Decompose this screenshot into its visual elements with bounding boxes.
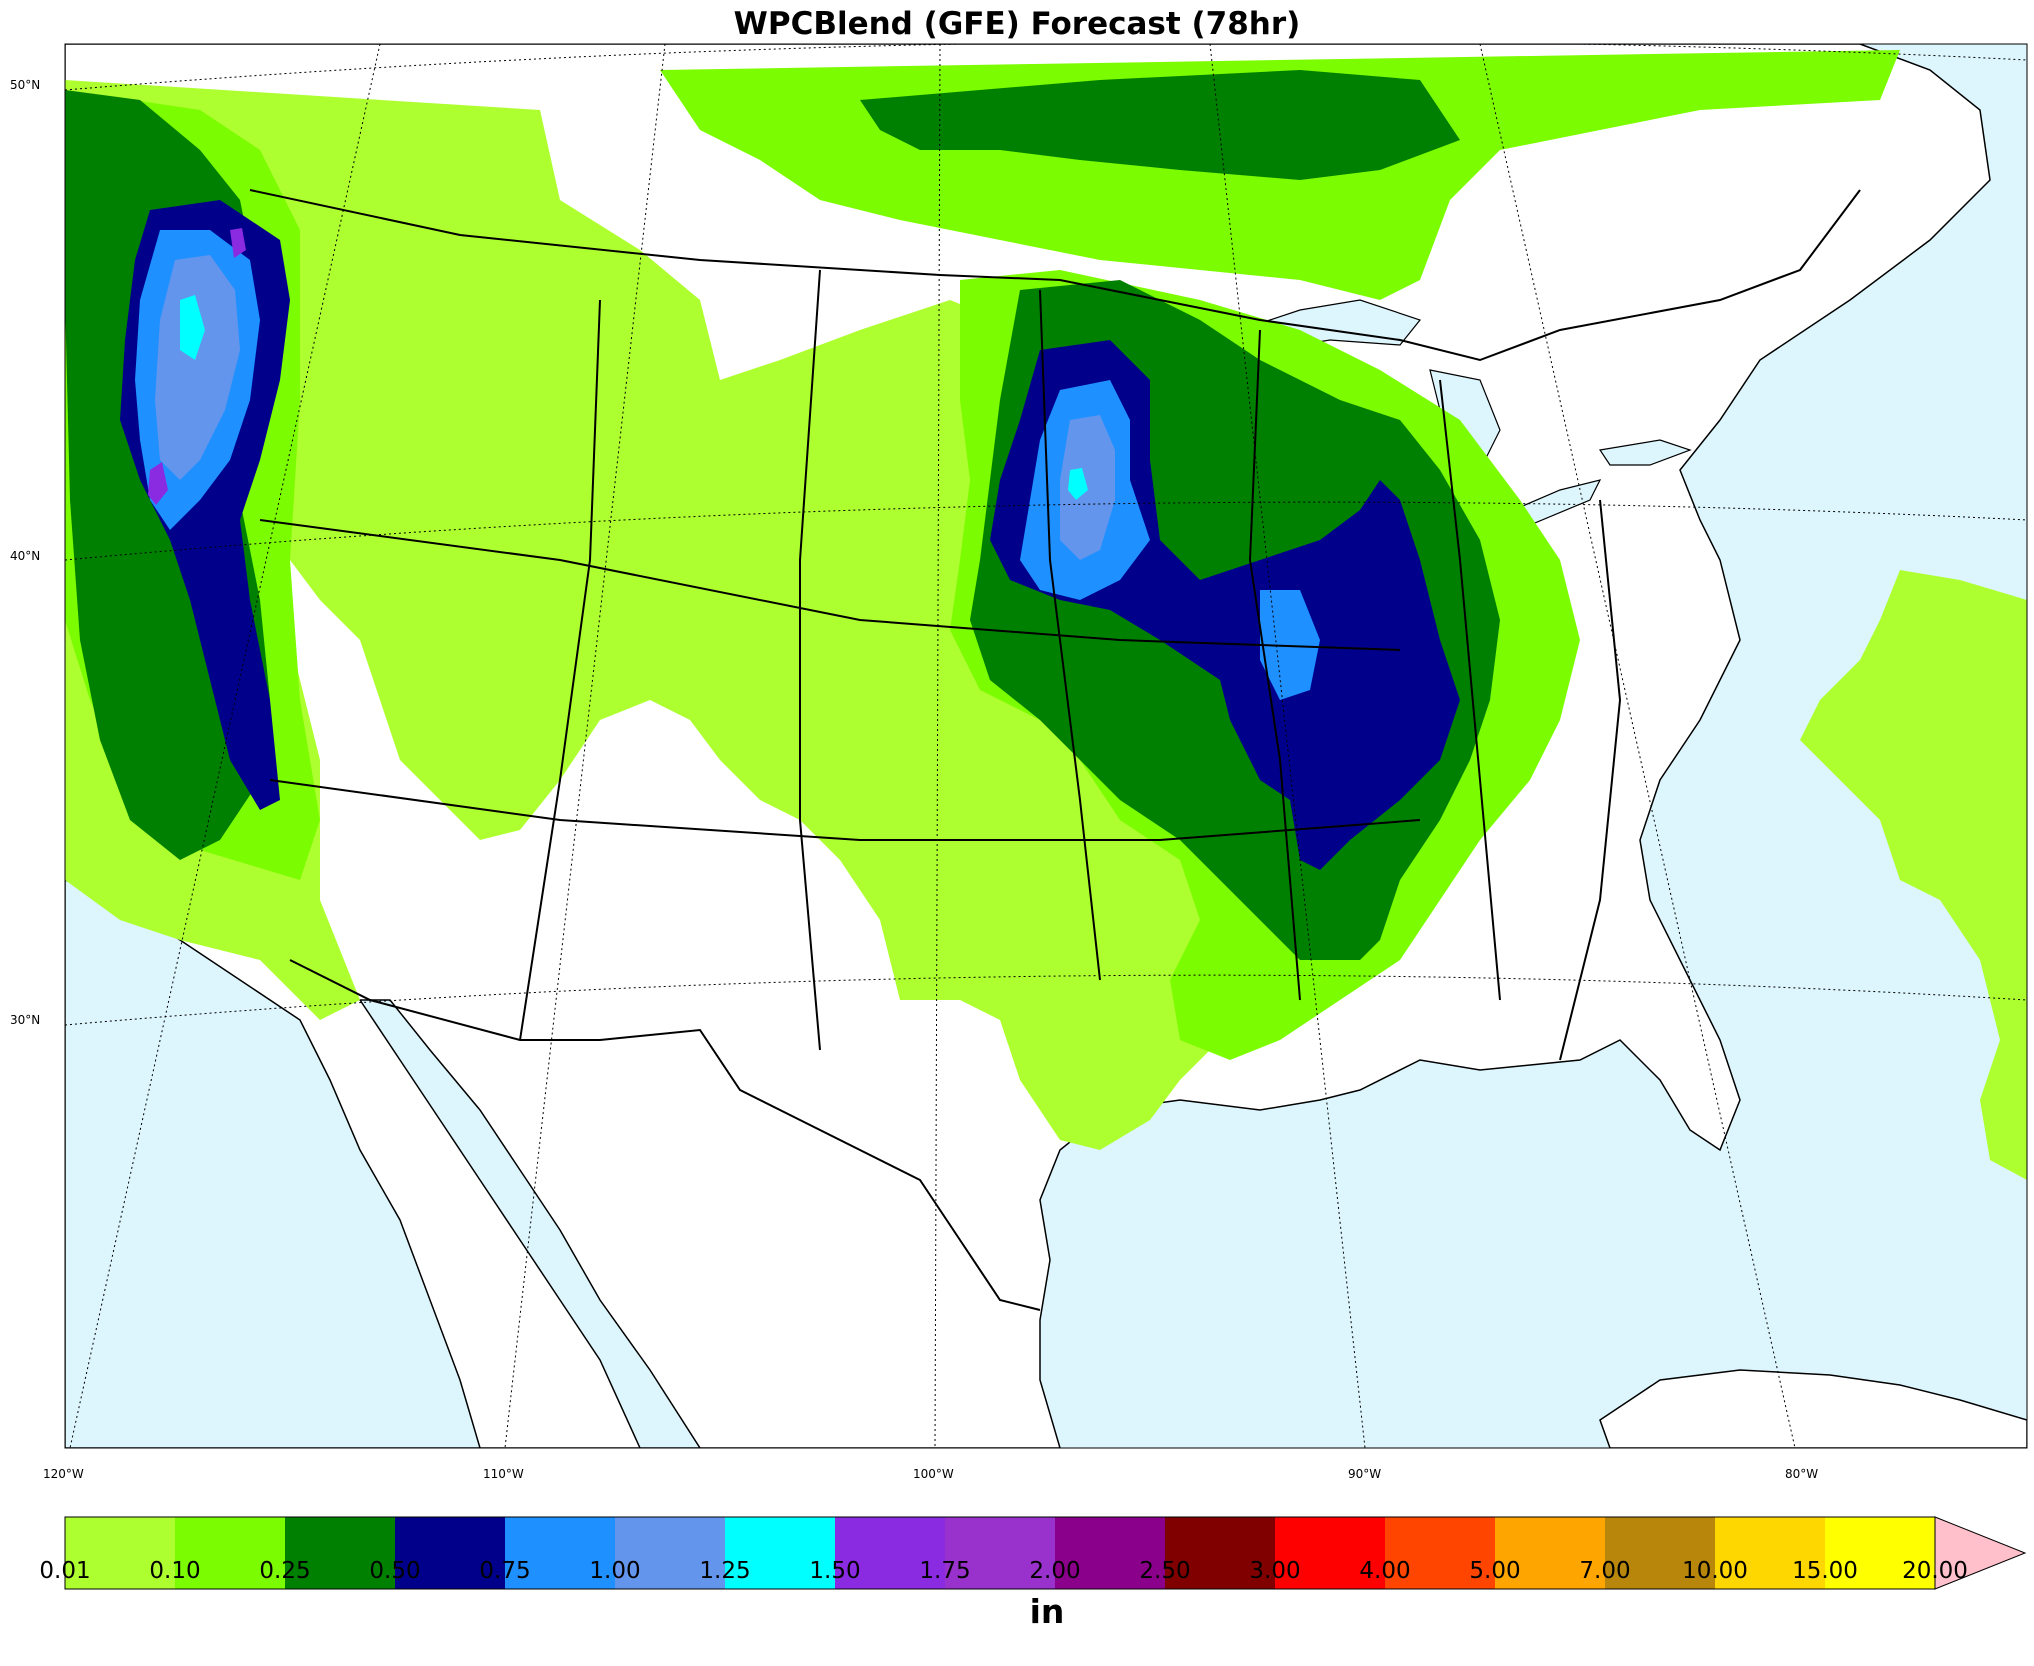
cuba [1599, 1369, 2027, 1448]
colorbar-swatch [1495, 1517, 1606, 1589]
colorbar-swatch [1605, 1517, 1716, 1589]
map-title: WPCBlend (GFE) Forecast (78hr) [733, 6, 1301, 42]
lon-label-100w: 100°W [913, 1467, 954, 1481]
precip-001-atlantic [1800, 570, 2027, 1180]
colorbar-swatch [1275, 1517, 1386, 1589]
colorbar-tick-label: 1.50 [809, 1558, 861, 1584]
colorbar-tick-label: 5.00 [1469, 1558, 1521, 1584]
colorbar-tick-label: 15.00 [1792, 1558, 1858, 1584]
lake-ontario [1598, 439, 1692, 466]
colorbar-tick-label: 2.50 [1139, 1558, 1191, 1584]
colorbar-swatch [1825, 1517, 1936, 1589]
colorbar-tick-label: 2.00 [1029, 1558, 1081, 1584]
lat-label-30: 30°N [10, 1013, 41, 1027]
colorbar-swatch [945, 1517, 1056, 1589]
lon-label-110w: 110°W [483, 1467, 524, 1481]
colorbar-tick-label: 7.00 [1579, 1558, 1631, 1584]
colorbar-swatch [725, 1517, 836, 1589]
colorbar-swatch [65, 1517, 176, 1589]
colorbar-swatch [1715, 1517, 1826, 1589]
colorbar [64, 1516, 2027, 1590]
colorbar-swatch [1385, 1517, 1496, 1589]
precip-100-west [155, 255, 240, 480]
precip-125-west [180, 295, 205, 360]
colorbar-swatch [395, 1517, 506, 1589]
graticule [65, 44, 2027, 1448]
precip-075-midwest [1260, 590, 1320, 700]
colorbar-tick-label: 1.00 [589, 1558, 641, 1584]
colorbar-tick-label: 4.00 [1359, 1558, 1411, 1584]
colorbar-swatch [285, 1517, 396, 1589]
precip-150-west [148, 462, 168, 505]
colorbar-tick-label: 0.01 [39, 1558, 91, 1584]
colorbar-swatch [1165, 1517, 1276, 1589]
precip-025-northplains [860, 70, 1460, 180]
colorbar-swatch [505, 1517, 616, 1589]
lon-label-120w: 120°W [43, 1467, 84, 1481]
colorbar-swatch [835, 1517, 946, 1589]
precip-150-west2 [230, 228, 246, 258]
colorbar-swatch [615, 1517, 726, 1589]
precip-001-west [65, 80, 1440, 1150]
colorbar-swatch [1055, 1517, 1166, 1589]
colorbar-tick-label: 10.00 [1682, 1558, 1748, 1584]
colorbar-tick-label: 0.10 [149, 1558, 201, 1584]
colorbar-swatch [175, 1517, 286, 1589]
precip-100-plains [1060, 415, 1115, 560]
colorbar-border [64, 1516, 1936, 1590]
precip-125-plains [1068, 468, 1088, 500]
colorbar-units: in [1029, 1592, 1065, 1631]
gulf-of-california [358, 999, 701, 1448]
colorbar-tick-label: 0.50 [369, 1558, 421, 1584]
lon-label-90w: 90°W [1348, 1467, 1382, 1481]
lat-label-50: 50°N [10, 78, 41, 92]
lat-label-40: 40°N [10, 549, 41, 563]
lon-label-80w: 80°W [1785, 1467, 1819, 1481]
map-frame [64, 43, 2028, 1449]
colorbar-tick-label: 0.75 [479, 1558, 531, 1584]
colorbar-tick-label: 3.00 [1249, 1558, 1301, 1584]
colorbar-tick-label: 20.00 [1902, 1558, 1968, 1584]
colorbar-tick-label: 1.25 [699, 1558, 751, 1584]
colorbar-tick-label: 0.25 [259, 1558, 311, 1584]
colorbar-tick-label: 1.75 [919, 1558, 971, 1584]
